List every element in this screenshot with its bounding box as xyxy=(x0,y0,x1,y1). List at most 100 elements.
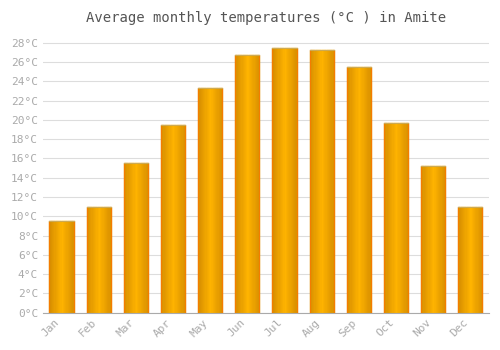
Bar xyxy=(220,88,221,313)
Bar xyxy=(352,67,353,313)
Bar xyxy=(312,50,313,313)
Bar xyxy=(58,221,59,313)
Bar xyxy=(424,166,426,313)
Bar xyxy=(294,48,296,313)
Bar xyxy=(347,67,348,313)
Bar xyxy=(176,125,178,313)
Bar xyxy=(478,206,479,313)
Bar xyxy=(354,67,355,313)
Bar xyxy=(104,206,105,313)
Bar xyxy=(440,166,442,313)
Bar xyxy=(161,125,162,313)
Bar xyxy=(130,163,131,313)
Bar xyxy=(349,67,350,313)
Bar xyxy=(252,55,254,313)
Bar xyxy=(320,50,322,313)
Bar xyxy=(392,123,394,313)
Bar xyxy=(178,125,179,313)
Bar xyxy=(246,55,248,313)
Bar xyxy=(69,221,70,313)
Bar xyxy=(433,166,434,313)
Bar xyxy=(313,50,314,313)
Bar xyxy=(281,48,282,313)
Bar xyxy=(469,206,470,313)
Bar xyxy=(242,55,244,313)
Bar xyxy=(460,206,462,313)
Bar xyxy=(240,55,242,313)
Bar xyxy=(476,206,478,313)
Bar xyxy=(92,206,94,313)
Bar xyxy=(71,221,72,313)
Bar xyxy=(310,50,311,313)
Bar xyxy=(210,88,212,313)
Bar xyxy=(89,206,90,313)
Bar xyxy=(402,123,403,313)
Bar xyxy=(254,55,256,313)
Bar xyxy=(292,48,293,313)
Bar xyxy=(101,206,102,313)
Bar xyxy=(348,67,349,313)
Bar xyxy=(65,221,66,313)
Bar xyxy=(168,125,170,313)
Bar xyxy=(286,48,287,313)
Bar xyxy=(398,123,400,313)
Bar xyxy=(293,48,294,313)
Bar xyxy=(434,166,436,313)
Bar xyxy=(463,206,464,313)
Bar xyxy=(278,48,280,313)
Bar xyxy=(257,55,258,313)
Bar xyxy=(250,55,251,313)
Bar xyxy=(173,125,174,313)
Bar xyxy=(170,125,172,313)
Bar xyxy=(98,206,100,313)
Bar xyxy=(126,163,128,313)
Bar xyxy=(385,123,386,313)
Bar xyxy=(106,206,107,313)
Bar xyxy=(95,206,96,313)
Bar xyxy=(251,55,252,313)
Bar xyxy=(468,206,469,313)
Bar xyxy=(68,221,69,313)
Bar xyxy=(214,88,215,313)
Bar xyxy=(179,125,180,313)
Bar xyxy=(330,50,332,313)
Bar xyxy=(66,221,68,313)
Bar xyxy=(355,67,356,313)
Bar xyxy=(322,50,323,313)
Bar xyxy=(64,221,65,313)
Bar xyxy=(282,48,284,313)
Bar xyxy=(472,206,474,313)
Bar xyxy=(124,163,125,313)
Bar xyxy=(60,221,62,313)
Bar xyxy=(481,206,482,313)
Bar xyxy=(107,206,108,313)
Bar xyxy=(475,206,476,313)
Bar xyxy=(311,50,312,313)
Bar xyxy=(361,67,362,313)
Bar xyxy=(464,206,466,313)
Bar xyxy=(215,88,216,313)
Bar xyxy=(206,88,208,313)
Bar xyxy=(290,48,292,313)
Bar xyxy=(136,163,137,313)
Bar xyxy=(358,67,359,313)
Bar xyxy=(439,166,440,313)
Bar xyxy=(470,206,472,313)
Bar xyxy=(329,50,330,313)
Bar xyxy=(438,166,439,313)
Bar xyxy=(428,166,430,313)
Bar xyxy=(406,123,407,313)
Bar xyxy=(326,50,328,313)
Bar xyxy=(432,166,433,313)
Bar xyxy=(244,55,245,313)
Bar xyxy=(444,166,445,313)
Bar xyxy=(404,123,406,313)
Bar xyxy=(212,88,214,313)
Bar xyxy=(184,125,185,313)
Bar xyxy=(365,67,366,313)
Bar xyxy=(164,125,166,313)
Bar xyxy=(436,166,437,313)
Bar xyxy=(422,166,424,313)
Bar xyxy=(458,206,460,313)
Bar xyxy=(180,125,182,313)
